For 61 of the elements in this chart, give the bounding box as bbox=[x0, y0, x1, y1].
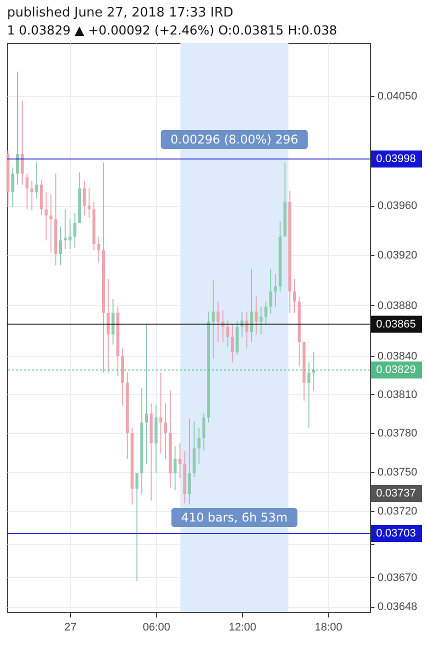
candlestick bbox=[293, 278, 296, 314]
candlestick bbox=[260, 306, 263, 335]
candlestick bbox=[112, 298, 115, 346]
candlestick bbox=[198, 427, 201, 465]
chart-subtitle: 1 0.03829 ▲ +0.00092 (+2.46%) O:0.03815 H:0.038 bbox=[7, 22, 338, 38]
candlestick bbox=[82, 180, 86, 216]
candlestick bbox=[274, 273, 277, 308]
candlestick bbox=[245, 311, 248, 349]
candlestick bbox=[16, 71, 20, 186]
candlestick bbox=[35, 162, 38, 199]
candlestick bbox=[88, 188, 91, 218]
y-tick-label: 0.03670 bbox=[378, 572, 418, 584]
ref-line-label: 0.03703 bbox=[376, 528, 416, 540]
candlestick bbox=[106, 278, 110, 374]
candlestick bbox=[307, 362, 310, 428]
candlestick bbox=[159, 372, 162, 454]
chart-title: published June 27, 2018 17:33 IRD bbox=[7, 6, 234, 20]
y-tick-label: 0.03720 bbox=[378, 506, 418, 518]
y-tick-label: 0.03920 bbox=[378, 250, 418, 262]
y-tick-label: 0.04050 bbox=[378, 90, 418, 102]
candlestick bbox=[49, 194, 52, 254]
candlestick bbox=[30, 180, 34, 212]
candlestick bbox=[73, 212, 76, 248]
x-tick-label: 18:00 bbox=[314, 622, 342, 634]
candlestick bbox=[164, 402, 168, 460]
candlestick bbox=[250, 268, 254, 343]
candlestick bbox=[188, 418, 191, 506]
candlestick bbox=[20, 100, 24, 186]
candlestick bbox=[269, 268, 272, 315]
y-tick-label: 0.03840 bbox=[378, 350, 418, 362]
x-tick-label: 27 bbox=[64, 622, 77, 634]
candlestick bbox=[212, 280, 215, 360]
candlestick bbox=[144, 324, 148, 465]
candlestick bbox=[11, 167, 14, 208]
y-tick-label: 0.03750 bbox=[378, 466, 418, 478]
candlestick bbox=[216, 301, 220, 343]
x-tick-label: 12:00 bbox=[228, 622, 256, 634]
annotation: 0.00296 (8.00%) 296 bbox=[170, 132, 298, 146]
ref-line-label: 0.03829 bbox=[376, 364, 416, 376]
ref-line-label: 0.03998 bbox=[376, 152, 416, 165]
candlestick bbox=[178, 442, 182, 479]
x-tick-label: 06:00 bbox=[142, 622, 170, 634]
ref-line-label: 0.03865 bbox=[376, 318, 416, 330]
candlestick bbox=[174, 445, 177, 491]
candlestick bbox=[97, 236, 100, 264]
y-tick-label: 0.03960 bbox=[378, 200, 418, 212]
candlestick bbox=[58, 226, 62, 266]
candlestick bbox=[44, 192, 48, 241]
y-tick-label: 0.03880 bbox=[378, 300, 418, 312]
y-tick-label: 0.03810 bbox=[378, 388, 418, 401]
candlestick bbox=[26, 173, 29, 210]
band-label: 410 bars, 6h 53m bbox=[181, 510, 288, 524]
candlestick bbox=[226, 320, 230, 348]
y-tick-label: 0.03780 bbox=[378, 427, 418, 440]
candlestick bbox=[264, 301, 268, 325]
candlestick bbox=[230, 324, 234, 363]
text: 0.03737 bbox=[376, 488, 416, 500]
candlestick bbox=[135, 472, 138, 582]
y-tick-label: 0.03648 bbox=[378, 601, 418, 614]
candlestick bbox=[254, 296, 258, 335]
candlestick bbox=[202, 413, 206, 452]
